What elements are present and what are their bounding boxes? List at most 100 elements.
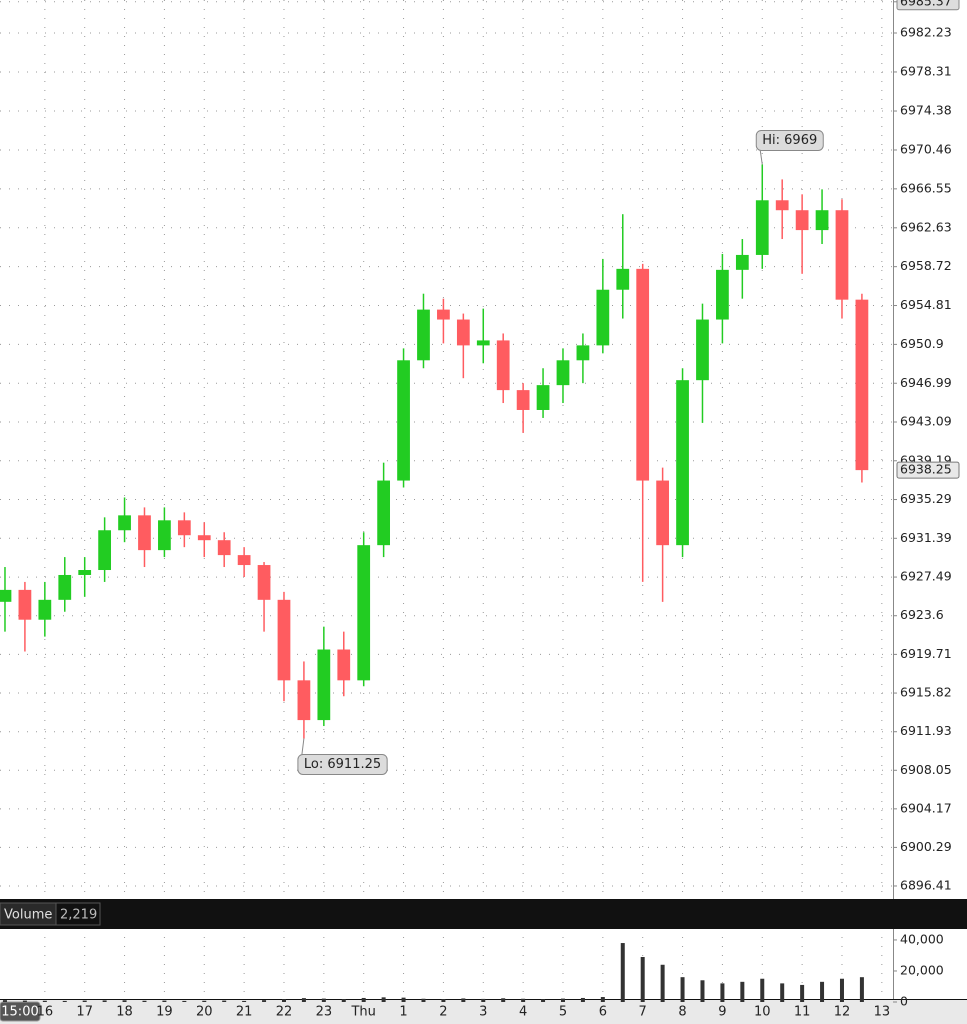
volume-bar [680,977,685,1002]
candle-body [835,210,849,300]
candle-body [795,210,809,231]
volume-bar [521,998,526,1002]
annotation: Lo: 6911.25 [304,757,381,772]
x-tick-label: 6 [599,1005,607,1020]
x-tick-label: 3 [479,1005,487,1020]
y-tick-label: 6896.41 [900,877,952,892]
volume-value: 2,219 [60,908,97,923]
volume-bar [142,1000,147,1002]
volume-bar [501,998,506,1002]
candle-body [437,309,450,320]
volume-bar [640,957,645,1002]
candle-body [596,289,610,346]
y-tick-label: 6943.09 [900,414,952,429]
volume-header [0,899,967,929]
volume-bar [401,997,406,1002]
volume-bar [301,998,306,1002]
volume-bar [839,978,844,1002]
x-tick-label: 4 [519,1005,527,1020]
candle-body [676,380,689,546]
candle-body [616,268,630,290]
volume-bar [242,1000,247,1002]
volume-bar [820,981,825,1002]
x-tick-label: 17 [76,1005,93,1020]
y-tick-label: 6911.93 [900,723,952,738]
time-axis [0,999,967,1024]
volume-bar [162,1000,167,1002]
volume-bar [541,999,546,1002]
volume-bar [760,978,765,1002]
volume-bar [262,1000,267,1002]
candle-body [317,649,331,721]
candle-body [257,565,271,600]
volume-bar [580,997,585,1002]
cursor-box [0,1001,41,1022]
volume-bar [202,1000,207,1002]
volume-bar [560,998,565,1002]
candle-body [556,360,570,386]
x-tick-label: 2 [439,1005,447,1020]
y-tick-label: 6908.05 [900,762,952,777]
volume-bar [700,980,705,1002]
candle-body [476,340,490,346]
x-tick-label: 23 [316,1005,333,1020]
volume-title: Volume [4,908,52,923]
annotation-pointer [759,150,763,165]
x-tick-label: 7 [639,1005,647,1020]
y-tick-label: 6978.31 [900,63,952,78]
volume-bar [381,997,386,1002]
volume-bar [182,1000,187,1002]
volume-bar [800,984,805,1002]
candle-body [456,319,470,346]
candle-body [237,555,251,566]
candle-body [397,360,410,481]
x-tick-label: 20 [196,1005,213,1020]
candle-body [357,545,371,681]
volume-value-box [55,902,101,926]
x-tick-label: 8 [678,1005,686,1020]
candle-body [576,345,590,361]
y-tick-label: 6931.39 [900,530,952,545]
y-tick-label: 20,000 [900,962,944,977]
candle-body [18,589,32,620]
x-tick-label: 10 [754,1005,771,1020]
volume-bar [620,943,625,1002]
volume-bar [441,999,446,1002]
candle-body [177,520,191,536]
volume-bar [720,983,725,1002]
candle-body [656,480,670,546]
volume-bar [361,997,366,1002]
annotation-box [755,129,824,151]
candle-body [58,574,72,600]
y-tick-label: 6935.29 [900,491,952,506]
top-label-box [896,0,960,11]
y-tick-label: 6915.82 [900,685,952,700]
y-tick-label: 6900.29 [900,839,952,854]
volume-bar [2,1000,7,1002]
volume-bar [859,977,864,1002]
y-tick-label: 6927.49 [900,569,952,584]
x-tick-label: 21 [236,1005,253,1020]
x-tick-label: 22 [276,1005,293,1020]
y-tick-label: 6985.37 [900,0,952,8]
volume-bar [321,998,326,1002]
volume-bar [102,1000,107,1002]
candle-body [755,200,769,255]
candle-body [417,309,430,361]
candle-body [696,319,709,381]
candle-body [277,599,291,681]
candle-body [636,268,650,481]
x-tick-label: 13 [874,1005,891,1020]
y-tick-label: 6950.9 [900,336,944,351]
annotation: Hi: 6969 [762,133,817,148]
last-price-label: 6938.25 [900,462,952,477]
y-tick-label: 6962.63 [900,219,952,234]
volume-bar [600,997,605,1002]
y-tick-label: 40,000 [900,931,944,946]
y-tick-label: 6966.55 [900,180,952,195]
x-tick-label: 1 [399,1005,407,1020]
candle-body [815,210,829,231]
candle-body [78,570,92,575]
volume-bar [780,983,785,1002]
